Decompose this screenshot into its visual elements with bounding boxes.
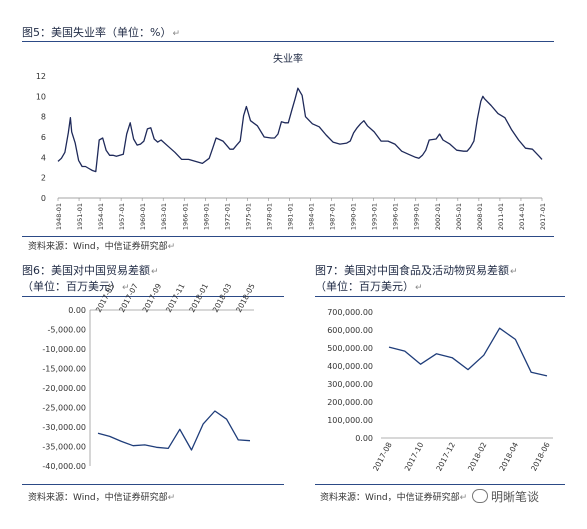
y-tick-label: 500,000.00 (327, 344, 373, 353)
figure5-caption-rule (22, 41, 554, 42)
x-tick-label: 1972-01 (223, 203, 231, 230)
figure5-source-rule (22, 236, 554, 237)
figure5-source: 资料来源：Wind，中信证券研究部↵ (28, 242, 176, 252)
x-tick-label: 2014-01 (518, 203, 526, 230)
y-tick-label: -15,000.00 (42, 365, 86, 374)
x-tick-label: 1981-01 (286, 203, 294, 230)
x-tick-label: 2008-01 (476, 203, 484, 230)
x-tick-label: 2018-02 (466, 441, 489, 473)
x-tick-label: 1987-01 (329, 203, 337, 230)
x-tick-label: 1960-01 (139, 203, 147, 230)
y-tick-label: 200,000.00 (327, 398, 373, 407)
y-tick-label: -5,000.00 (47, 326, 86, 335)
x-tick-label: 2018-04 (498, 441, 521, 473)
y-tick-label: 4 (41, 153, 46, 162)
x-tick-label: 1969-01 (202, 203, 210, 230)
x-tick-label: 2018-03 (211, 282, 234, 314)
figure6-caption-rule (22, 296, 284, 297)
figure5-chart: 失业率 0 2 4 6 8 10 12 1948-01 1951-01 1954-01 1957-01… (36, 52, 547, 230)
x-tick-label: 1990-01 (350, 203, 358, 230)
x-tick-label: 1951-01 (76, 203, 84, 230)
food-trade-series-line (388, 327, 548, 377)
y-tick-label: 0.00 (68, 306, 86, 315)
y-tick-label: 100,000.00 (327, 416, 373, 425)
y-tick-label: -30,000.00 (42, 423, 86, 432)
x-tick-label: 2005-01 (455, 203, 463, 230)
figure6-source: 资料来源：Wind，中信证券研究部↵ (28, 493, 176, 503)
x-tick-label: 1954-01 (97, 203, 105, 230)
unemployment-series-line (57, 87, 543, 173)
y-tick-label: 300,000.00 (327, 380, 373, 389)
x-tick-label: 2017-12 (434, 441, 457, 473)
y-tick-label: -10,000.00 (42, 345, 86, 354)
y-tick-label: 400,000.00 (327, 362, 373, 371)
y-tick-label: 2 (41, 174, 46, 183)
x-tick-label: 2002-01 (434, 203, 442, 230)
y-tick-label: -35,000.00 (42, 443, 86, 452)
figure6-caption-line2: （单位：百万美元）↵ (22, 280, 130, 293)
x-tick-label: 2017-01 (539, 203, 547, 230)
y-tick-label: 12 (36, 72, 46, 81)
figure7-caption-line2: （单位：百万美元）↵ (315, 280, 423, 293)
x-tick-label: 1978-01 (265, 203, 273, 230)
x-tick-label: 1963-01 (160, 203, 168, 230)
x-tick-label: 2017-08 (371, 441, 394, 473)
x-tick-label: 2017-11 (164, 282, 187, 314)
watermark: 明晰笔谈 (472, 488, 539, 505)
x-tick-label: 2017-09 (141, 282, 164, 314)
y-tick-label: 0 (41, 194, 46, 203)
x-tick-label: 1957-01 (118, 203, 126, 230)
y-tick-label: -20,000.00 (42, 384, 86, 393)
x-tick-label: 1984-01 (308, 203, 316, 230)
x-tick-label: 2018-06 (529, 441, 552, 473)
figure6-source-rule (22, 484, 284, 485)
x-tick-label: 1993-01 (371, 203, 379, 230)
y-tick-label: -25,000.00 (42, 404, 86, 413)
y-tick-label: 700,000.00 (327, 308, 373, 317)
x-tick-label: 1948-01 (55, 203, 63, 230)
figure7-source-rule (315, 484, 565, 485)
trade-balance-series-line (97, 410, 251, 451)
x-tick-label: 1966-01 (181, 203, 189, 230)
figure7-chart: 0.00 100,000.00 200,000.00 300,000.00 400,00… (327, 308, 553, 473)
y-tick-label: -40,000.00 (42, 462, 86, 471)
x-tick-label: 2017-10 (403, 441, 426, 473)
x-tick-label: 1975-01 (244, 203, 252, 230)
x-tick-label: 2018-05 (234, 282, 257, 314)
x-tick-label: 2011-01 (497, 203, 505, 230)
y-tick-label: 10 (36, 92, 46, 101)
chart-title: 失业率 (273, 52, 303, 65)
y-tick-label: 8 (41, 113, 46, 122)
y-tick-label: 0.00 (355, 434, 373, 443)
figure6-caption-line1: 图6：美国对中国贸易差额↵ (22, 264, 159, 277)
figure7-caption-rule (315, 296, 565, 297)
y-tick-label: 600,000.00 (327, 326, 373, 335)
figure6-chart: 0.00 -5,000.00 -10,000.00 -15,000.00 -20,000… (42, 282, 257, 471)
x-tick-label: 2018-01 (187, 282, 210, 314)
x-tick-label: 1999-01 (413, 203, 421, 230)
figure5-caption: 图5：美国失业率（单位：%）↵ (22, 26, 180, 39)
x-tick-label: 1996-01 (392, 203, 400, 230)
figure7-caption-line1: 图7：美国对中国食品及活动物贸易差额↵ (315, 264, 518, 277)
wechat-icon (472, 489, 488, 503)
figure7-source: 资料来源：Wind，中信证券研究部↵ (320, 493, 468, 503)
y-tick-label: 6 (41, 133, 46, 142)
